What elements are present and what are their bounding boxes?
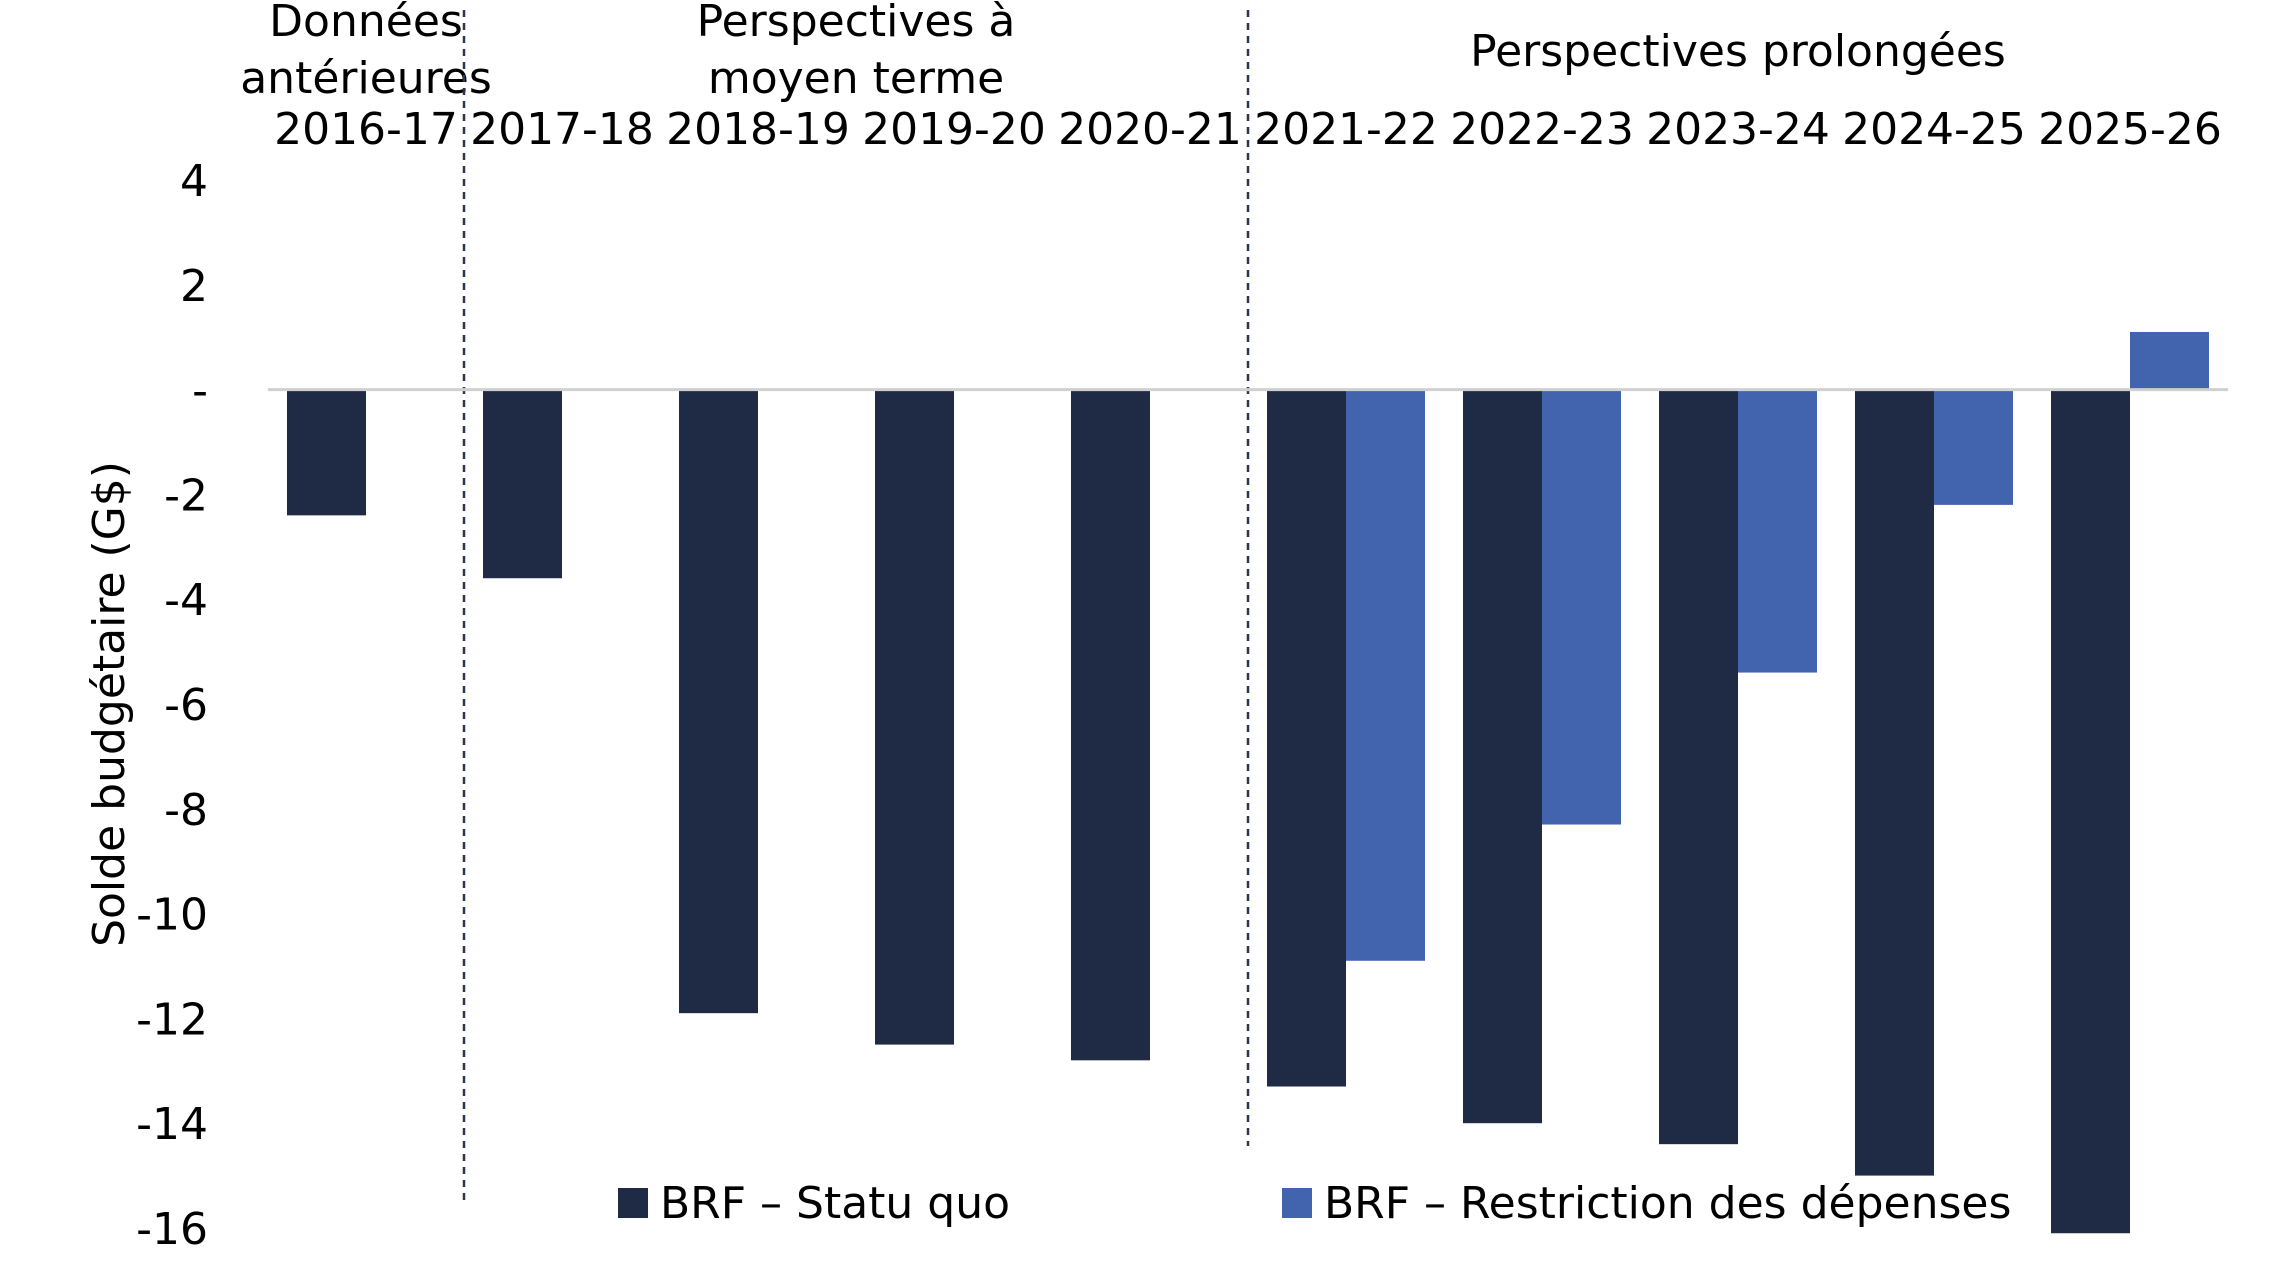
bar-restriction-2021-22 bbox=[1346, 389, 1425, 961]
y-tick-label: -6 bbox=[164, 680, 208, 731]
legend-swatch bbox=[1282, 1188, 1312, 1218]
section-label: Données bbox=[269, 0, 463, 47]
category-label: 2016-17 bbox=[274, 104, 458, 155]
y-tick-label: -2 bbox=[164, 470, 208, 521]
category-label: 2020-21 bbox=[1058, 104, 1242, 155]
category-label: 2024-25 bbox=[1842, 104, 2026, 155]
y-tick-label: - bbox=[192, 366, 208, 417]
y-axis: 4 2 - -2 -4 -6 -8 -10 -12 -14 -16 bbox=[136, 156, 208, 1255]
category-labels: 2016-17 2017-18 2018-19 2019-20 2020-21 2021-… bbox=[274, 104, 2222, 155]
legend-swatch bbox=[618, 1188, 648, 1218]
y-tick-label: -4 bbox=[164, 575, 208, 626]
y-tick-label: 2 bbox=[180, 261, 208, 312]
bar-statu-quo-2023-24 bbox=[1659, 389, 1738, 1145]
bar-statu-quo-2017-18 bbox=[483, 389, 562, 579]
y-tick-label: -12 bbox=[136, 994, 208, 1045]
y-tick-label: -10 bbox=[136, 890, 208, 941]
y-tick-label: -8 bbox=[164, 785, 208, 836]
bar-statu-quo-2022-23 bbox=[1463, 389, 1542, 1124]
section-headers: Données antérieures Perspectives à moyen te… bbox=[240, 0, 2006, 104]
y-tick-label: -16 bbox=[136, 1204, 208, 1255]
legend: BRF – Statu quo BRF – Restriction des dép… bbox=[618, 1178, 2011, 1229]
category-label: 2022-23 bbox=[1450, 104, 1634, 155]
bars bbox=[287, 331, 2209, 1234]
category-label: 2021-22 bbox=[1254, 104, 1438, 155]
y-tick-label: 4 bbox=[180, 156, 208, 207]
bar-statu-quo-2024-25 bbox=[1855, 389, 1934, 1176]
bar-statu-quo-2020-21 bbox=[1071, 389, 1150, 1061]
section-label: Perspectives prolongées bbox=[1470, 26, 2006, 77]
bar-restriction-2022-23 bbox=[1542, 389, 1621, 825]
category-label: 2025-26 bbox=[2038, 104, 2222, 155]
bar-statu-quo-2019-20 bbox=[875, 389, 954, 1045]
legend-label: BRF – Statu quo bbox=[660, 1178, 1010, 1229]
section-dividers bbox=[462, 10, 1250, 1200]
category-label: 2018-19 bbox=[666, 104, 850, 155]
bar-restriction-2024-25 bbox=[1934, 389, 2013, 505]
y-tick-label: -14 bbox=[136, 1099, 208, 1150]
section-label: moyen terme bbox=[708, 53, 1004, 104]
category-label: 2017-18 bbox=[470, 104, 654, 155]
bar-statu-quo-2025-26 bbox=[2051, 389, 2130, 1234]
bar-restriction-2025-26 bbox=[2130, 331, 2209, 390]
category-label: 2023-24 bbox=[1646, 104, 1830, 155]
bar-statu-quo-2018-19 bbox=[679, 389, 758, 1014]
category-label: 2019-20 bbox=[862, 104, 1046, 155]
section-label: antérieures bbox=[240, 53, 492, 104]
bar-statu-quo-2016-17 bbox=[287, 389, 366, 516]
legend-label: BRF – Restriction des dépenses bbox=[1324, 1178, 2011, 1229]
section-label: Perspectives à bbox=[697, 0, 1016, 47]
bar-statu-quo-2021-22 bbox=[1267, 389, 1346, 1087]
bar-restriction-2023-24 bbox=[1738, 389, 1817, 673]
y-axis-label: Solde budgétaire (G$) bbox=[84, 461, 135, 947]
